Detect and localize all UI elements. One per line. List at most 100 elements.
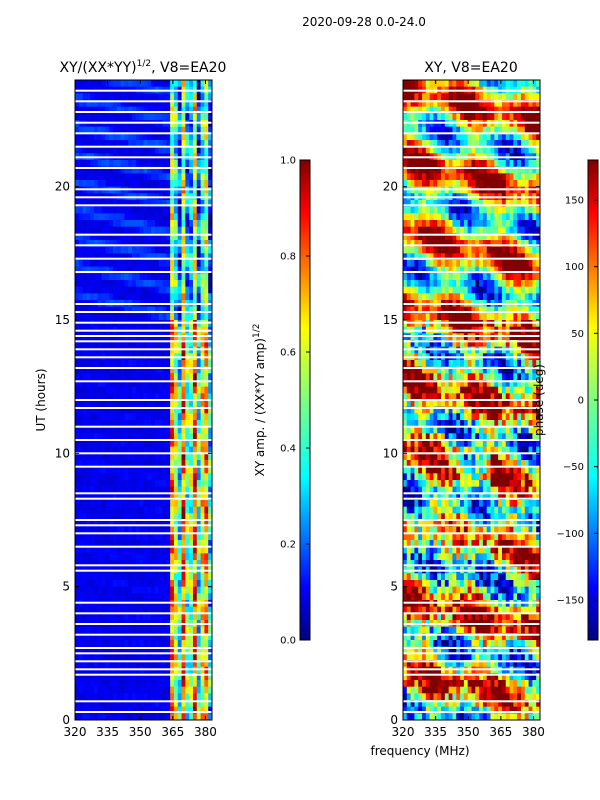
heatmap-cell	[128, 540, 133, 548]
heatmap-cell	[128, 160, 133, 168]
heatmap-cell	[189, 380, 194, 388]
heatmap-cell	[452, 220, 457, 228]
heatmap-cell	[94, 286, 99, 294]
heatmap-cell	[105, 466, 110, 474]
heatmap-cell	[208, 373, 212, 381]
heatmap-cell	[414, 220, 419, 228]
heatmap-cell	[154, 486, 160, 494]
heatmap-cell	[105, 380, 110, 388]
heatmap-cell	[166, 293, 171, 301]
heatmap-cell	[460, 173, 465, 181]
heatmap-cell	[181, 540, 186, 548]
heatmap-cell	[90, 553, 95, 561]
heatmap-cell	[128, 493, 133, 501]
heatmap-cell	[78, 293, 84, 301]
heatmap-cell	[170, 626, 175, 634]
heatmap-cell	[135, 673, 141, 681]
heatmap-cell	[94, 633, 99, 641]
heatmap-cell	[170, 480, 175, 488]
heatmap-cell	[82, 146, 87, 154]
heatmap-cell	[467, 166, 472, 174]
heatmap-cell	[208, 453, 212, 461]
heatmap-cell	[90, 240, 95, 248]
heatmap-cell	[143, 393, 148, 401]
heatmap-cell	[154, 413, 160, 421]
heatmap-cell	[204, 626, 209, 634]
heatmap-cell	[147, 246, 152, 254]
heatmap-cell	[124, 313, 129, 321]
heatmap-cell	[166, 406, 171, 414]
heatmap-cell	[460, 240, 465, 248]
heatmap-cell	[173, 460, 179, 468]
heatmap-cell	[147, 293, 152, 301]
heatmap-cell	[528, 173, 533, 181]
heatmap-cell	[501, 293, 507, 301]
heatmap-cell	[147, 413, 152, 421]
heatmap-cell	[524, 226, 529, 234]
heatmap-cell	[196, 266, 201, 274]
heatmap-cell	[471, 133, 476, 141]
heatmap-cell	[425, 213, 431, 221]
heatmap-cell	[528, 273, 533, 281]
heatmap-cell	[97, 706, 103, 714]
heatmap-cell	[482, 340, 488, 348]
heatmap-cell	[82, 306, 87, 314]
heatmap-cell	[456, 260, 461, 268]
heatmap-cell	[97, 606, 103, 614]
heatmap-cell	[532, 93, 537, 101]
heatmap-cell	[124, 713, 129, 720]
heatmap-cell	[82, 273, 87, 281]
heatmap-cell	[520, 166, 526, 174]
heatmap-cell	[109, 660, 114, 668]
heatmap-cell	[166, 646, 171, 654]
heatmap-cell	[116, 140, 122, 148]
heatmap-cell	[189, 293, 194, 301]
heatmap-cell	[208, 573, 212, 581]
heatmap-cell	[120, 420, 125, 428]
heatmap-cell	[82, 420, 87, 428]
heatmap-cell	[82, 706, 87, 714]
heatmap-cell	[185, 580, 190, 588]
heatmap-cell	[192, 80, 198, 88]
heatmap-cell	[128, 433, 133, 441]
heatmap-cell	[181, 653, 186, 661]
heatmap-cell	[208, 166, 212, 174]
heatmap-cell	[429, 306, 434, 314]
heatmap-cell	[90, 613, 95, 621]
heatmap-cell	[147, 593, 152, 601]
heatmap-cell	[200, 626, 205, 634]
heatmap-cell	[204, 253, 209, 261]
heatmap-cell	[143, 533, 148, 541]
heatmap-cell	[147, 406, 152, 414]
heatmap-cell	[124, 473, 129, 481]
heatmap-cell	[467, 306, 472, 314]
heatmap-cell	[86, 533, 91, 541]
heatmap-cell	[170, 313, 175, 321]
heatmap-cell	[120, 640, 125, 648]
heatmap-cell	[128, 400, 133, 408]
heatmap-cell	[517, 213, 522, 221]
heatmap-cell	[490, 260, 495, 268]
heatmap-cell	[192, 466, 198, 474]
heatmap-cell	[116, 533, 122, 541]
heatmap-cell	[143, 100, 148, 108]
heatmap-cell	[185, 240, 190, 248]
heatmap-cell	[170, 306, 175, 314]
heatmap-cell	[425, 160, 431, 168]
heatmap-cell	[151, 426, 156, 434]
heatmap-cell	[139, 293, 144, 301]
heatmap-cell	[513, 313, 518, 321]
heatmap-cell	[124, 540, 129, 548]
heatmap-cell	[97, 166, 103, 174]
heatmap-cell	[444, 106, 450, 114]
heatmap-cell	[158, 613, 163, 621]
heatmap-cell	[105, 246, 110, 254]
heatmap-cell	[509, 146, 514, 154]
flagged-row	[75, 233, 212, 236]
heatmap-cell	[143, 260, 148, 268]
heatmap-cell	[86, 173, 91, 181]
heatmap-cell	[143, 373, 148, 381]
heatmap-cell	[524, 266, 529, 274]
heatmap-cell	[494, 200, 499, 208]
heatmap-cell	[475, 260, 480, 268]
